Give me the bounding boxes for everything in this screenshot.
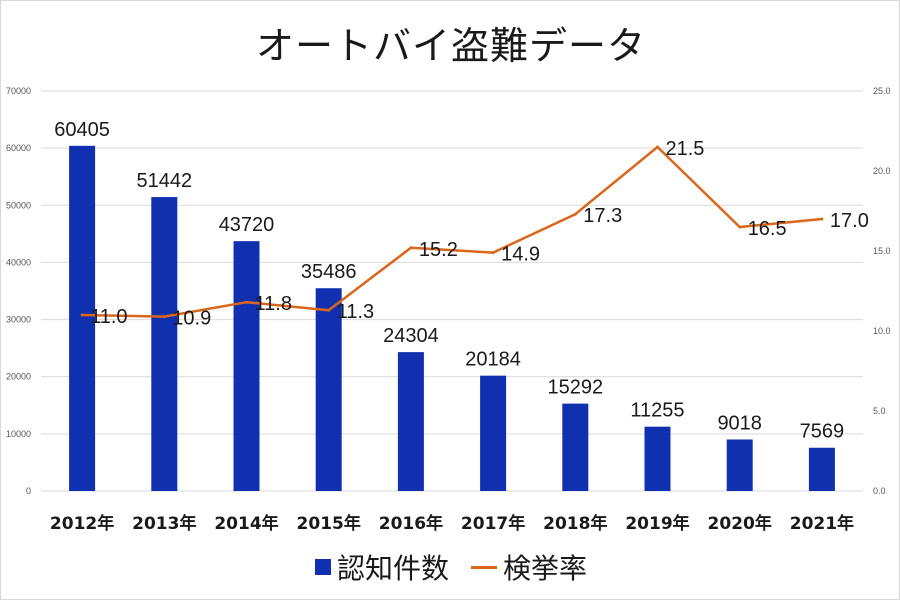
bar <box>726 439 753 491</box>
rate-line <box>80 145 824 319</box>
line-point <box>409 246 413 250</box>
gridlines <box>41 90 863 492</box>
line-point <box>491 251 495 255</box>
line-point <box>820 217 824 221</box>
bar <box>808 447 835 491</box>
legend-bar-swatch <box>314 559 331 575</box>
y-left-tick-label: 20000 <box>6 372 31 382</box>
line-value-label: 21.5 <box>666 138 705 160</box>
bar-value-label: 43720 <box>219 214 275 236</box>
legend-line-swatch <box>471 565 497 569</box>
line-value-label: 10.9 <box>172 308 211 330</box>
bar-value-label: 15292 <box>547 377 603 399</box>
x-axis-labels: 2012年 2013年 2014年 2015年 2016年 2017年 2018年 2019年… <box>50 513 854 534</box>
line-point <box>327 308 331 312</box>
bar <box>69 145 96 492</box>
bar <box>644 426 671 491</box>
bar <box>315 288 342 491</box>
x-category-label: 2020年 <box>708 513 772 534</box>
bar-value-label: 20184 <box>465 349 521 371</box>
x-category-label: 2021年 <box>790 513 854 534</box>
x-category-label: 2019年 <box>625 513 689 534</box>
x-category-label: 2013年 <box>132 513 196 534</box>
y-left-tick-label: 60000 <box>6 143 31 153</box>
line-value-label: 11.3 <box>337 301 374 323</box>
line-point <box>162 315 166 319</box>
bar-value-label: 7569 <box>800 421 845 443</box>
chart-title: オートバイ盗難データ <box>255 24 646 68</box>
bar-value-label: 60405 <box>54 119 110 141</box>
left-axis-ticks: 0 10000 20000 30000 40000 50000 60000 70000 <box>6 86 31 496</box>
line-point <box>80 313 84 317</box>
x-category-label: 2016年 <box>379 513 443 534</box>
bar <box>562 403 589 491</box>
data-labels: 60405 51442 43720 35486 24304 20184 15292 11255… <box>54 119 869 443</box>
y-left-tick-label: 50000 <box>6 200 31 210</box>
y-left-tick-label: 30000 <box>6 315 31 325</box>
x-category-label: 2014年 <box>214 513 278 534</box>
line-value-label: 11.0 <box>90 306 127 328</box>
y-right-tick-label: 5.0 <box>873 406 886 416</box>
line-point <box>245 300 248 304</box>
x-category-label: 2012年 <box>50 513 114 534</box>
line-point <box>573 212 577 216</box>
y-right-tick-label: 15.0 <box>873 246 891 256</box>
bar-value-label: 35486 <box>301 261 357 283</box>
line-value-label: 11.8 <box>255 293 292 315</box>
bar-value-label: 9018 <box>717 412 762 434</box>
bars <box>69 145 835 492</box>
y-right-tick-label: 0.0 <box>873 486 886 496</box>
line-value-label: 14.9 <box>501 244 540 266</box>
x-category-label: 2018年 <box>543 513 607 534</box>
line-value-label: 17.0 <box>830 210 869 232</box>
rate-polyline <box>82 145 823 318</box>
legend-bar-label: 認知件数 <box>336 552 449 585</box>
line-point <box>738 225 742 229</box>
bar <box>233 241 260 491</box>
y-left-tick-label: 0 <box>26 486 31 496</box>
bar <box>151 197 178 491</box>
line-point <box>656 145 659 149</box>
bar-value-label: 24304 <box>383 325 439 347</box>
bar <box>397 352 424 491</box>
bar <box>480 375 507 491</box>
y-left-tick-label: 70000 <box>6 86 31 96</box>
x-category-label: 2015年 <box>297 513 361 534</box>
bar-value-label: 11255 <box>630 400 684 422</box>
x-category-label: 2017年 <box>461 513 525 534</box>
legend: 認知件数 検挙率 <box>1 547 900 587</box>
y-right-tick-label: 20.0 <box>873 166 891 176</box>
legend-item-line[interactable]: 検挙率 <box>471 547 587 587</box>
line-value-label: 16.5 <box>748 218 787 240</box>
bar-value-label: 51442 <box>136 170 192 192</box>
y-right-tick-label: 25.0 <box>873 86 891 96</box>
line-value-label: 15.2 <box>419 239 458 261</box>
line-value-label: 17.3 <box>583 205 622 227</box>
y-right-tick-label: 10.0 <box>873 326 891 336</box>
legend-line-label: 検挙率 <box>503 552 588 585</box>
legend-item-bar[interactable]: 認知件数 <box>314 547 449 587</box>
y-left-tick-label: 40000 <box>6 257 31 267</box>
right-axis-ticks: 0.0 5.0 10.0 15.0 20.0 25.0 <box>873 86 891 496</box>
y-left-tick-label: 10000 <box>6 429 31 439</box>
